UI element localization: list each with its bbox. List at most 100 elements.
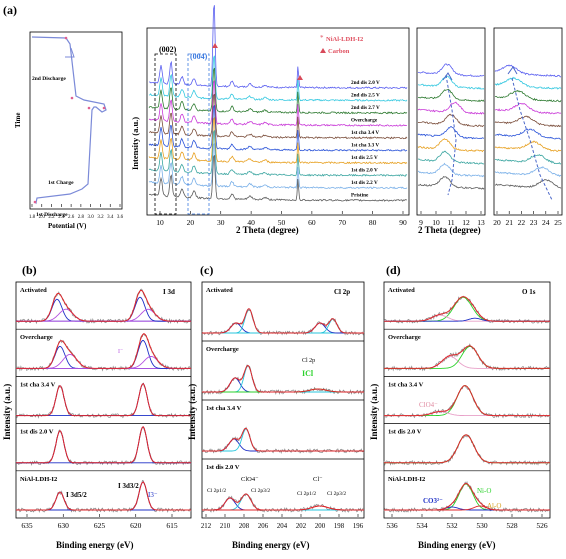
c-row-label: Overcharge [206,346,239,353]
a4-x-tick-label: 20 [493,218,501,227]
a3-x-tick-label: 12 [462,218,470,227]
a2-trace [148,93,408,140]
a1-x-tick-label: 3.0 [88,215,95,220]
d-ann-nio: Ni-O [477,487,491,495]
c-ann-c1: Cl 2p1/2 [207,488,226,494]
a2-trace-label: 2nd dis 2.5 V [351,93,380,99]
b-x-tick-label: 630 [58,521,70,530]
d-raw-data [383,434,551,466]
b-fit-component [16,383,191,417]
a3-trace [418,88,485,103]
b-fit-component [16,491,191,511]
c-ann-icl: ICl [302,369,314,378]
a1-voltage-time-plot: Time Potential (V) 1.8 2.0 2.2 2.4 2.6 2.8 3.0… [14,31,124,230]
c-ylabel: Intensity (a.u.) [187,384,197,440]
d-x-tick-label: 526 [536,521,548,530]
b-row-label: Activated [20,287,47,294]
b-row-label: 1st cha 3.4 V [20,381,56,388]
a3-trace [417,63,485,77]
a1-x-tick-label: 2.2 [48,215,55,220]
b-fit-component [16,481,191,511]
d-fit-component [384,434,550,464]
a1-ann-2nd-discharge: 2nd Discharge [32,76,66,82]
a3-dash [445,74,457,196]
panel-label-a: (a) [3,3,17,17]
c-fit-envelope [202,427,364,452]
panel-label-b: (b) [22,263,37,277]
a2-trace [149,5,408,90]
c-fit-envelope [202,308,364,334]
c-ann-c2: Cl 2p3/2 [251,488,270,494]
a2-frame [146,27,410,216]
d-xps-plot: Intensity (a.u.) Binding energy (eV) 536… [369,281,551,550]
b-ann-i3d52: I 3d5/2 [66,491,87,499]
d-raw-data [383,385,551,419]
a2-trace-label: 1st dis 2.5 V [351,155,378,161]
a2-legend-star: * [320,34,324,42]
d-x-tick-label: 536 [386,521,398,530]
d-x-tick-label: 530 [476,521,488,530]
a3-x-tick-label: 10 [432,218,440,227]
a2-trace [148,155,407,202]
a4-trace [494,166,562,177]
a1-marker [102,106,106,110]
b-raw-data [15,480,192,513]
a2-trace [148,67,408,115]
a2-trace [148,143,408,190]
a4-x-tick-label: 22 [518,218,526,227]
c-ann-clo4: ClO4⁻ [241,476,259,483]
d-ann-alo: Al-O [487,502,501,510]
b-x-tick-label: 625 [94,521,106,530]
a2-box-004 [187,53,210,215]
d-fit-component [384,296,550,322]
a2-x-tick-label: 40 [247,218,255,227]
a2-carbon-marker [297,75,303,80]
b-row-label: NiAl-LDH-I2 [20,476,57,483]
d-x-tick-label: 534 [416,521,428,530]
a1-x-tick-label: 2.4 [58,215,65,220]
a1-x-tick-label: 2.0 [39,215,46,220]
a1-ann-1st-charge: 1st Charge [48,180,74,186]
d-fit-envelope [384,482,550,511]
d-fit-envelope [384,296,550,322]
c-x-tick-label: 200 [315,523,326,530]
d-x-tick-label: 528 [506,521,518,530]
c-fit-envelope [202,493,364,511]
panel-label-c: (c) [200,263,213,277]
a2-trace-label: 2nd dis 2.0 V [351,80,380,86]
b-frame [15,281,192,519]
c-row-label: 1st dis 2.0 V [206,464,240,471]
a2-trace-label: Pristine [351,193,369,199]
a4-frame [493,27,563,216]
a2-legend-ldh: NiAl-LDH-I2 [326,36,363,43]
a2-legend-triangle [320,48,326,53]
c-fit-envelope [202,364,364,393]
a4-trace [494,64,561,78]
a4-trace [494,102,562,115]
a3-trace [417,101,485,115]
d-fit-component [384,355,550,369]
a4-x-tick-label: 25 [554,218,562,227]
a2-x-tick-label: 60 [308,218,316,227]
b-x-tick-label: 620 [130,521,142,530]
d-fit-component [384,411,550,417]
a2-trace-label: 1st dis 2.0 V [351,168,378,174]
d-x-tick-label: 532 [446,521,458,530]
a3-trace [417,176,485,190]
a4-x-tick-label: 23 [530,218,538,227]
d-fit-component [384,385,550,417]
d-xlabel: Binding energy (eV) [418,540,496,550]
c-ann-c3: Cl 2p1/2 [297,491,316,497]
d-fit-component [384,483,550,511]
a3-trace [417,138,485,153]
d-raw-data [383,295,551,324]
b-fit-component [16,296,191,322]
a4-arrowhead [507,66,518,75]
d-fit-envelope [384,434,550,464]
a2-trace-label: 1st dis 2.2 V [351,180,378,186]
a1-marker [70,96,74,100]
a2-trace-label: 1st cha 3.4 V [351,130,379,136]
d-fit-component [384,345,550,369]
d-title: O 1s [522,288,536,296]
a2-x-tick-label: 20 [187,218,195,227]
